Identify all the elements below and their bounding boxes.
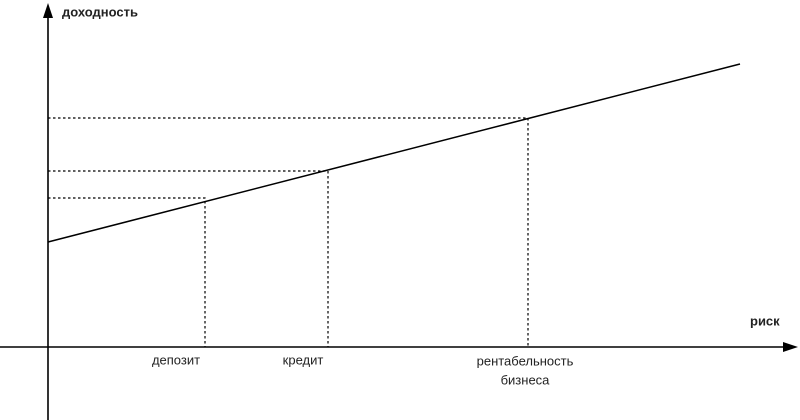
guide-line xyxy=(48,170,329,347)
guide-line xyxy=(48,117,529,347)
y-axis-arrow xyxy=(43,3,53,18)
trend-line xyxy=(47,63,741,243)
point-label: рентабельность xyxy=(477,353,574,368)
y-axis-title: доходность xyxy=(62,4,138,19)
point-label: депозит xyxy=(152,352,200,367)
guide-line xyxy=(48,197,206,347)
x-axis-arrow xyxy=(783,342,798,352)
point-label: кредит xyxy=(283,352,324,367)
point-label: бизнеса xyxy=(501,372,551,387)
x-axis-title: риск xyxy=(750,313,780,328)
